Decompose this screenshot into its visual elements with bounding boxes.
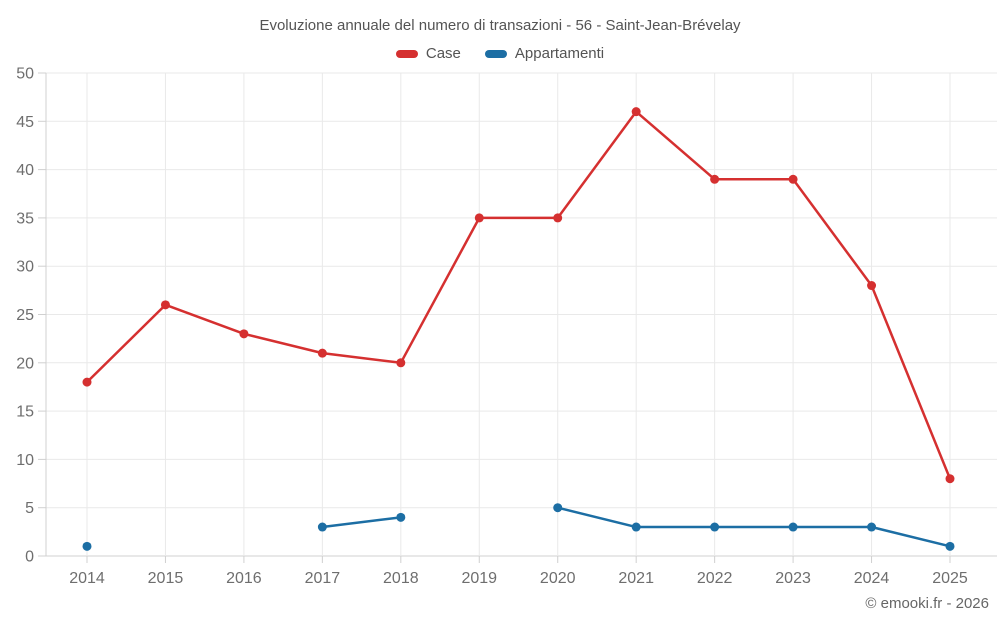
data-point[interactable] — [631, 107, 641, 117]
y-tick-label: 20 — [16, 355, 34, 372]
data-point[interactable] — [867, 281, 877, 291]
x-tick-label: 2019 — [461, 570, 497, 587]
x-tick-label: 2023 — [775, 570, 811, 587]
data-point[interactable] — [160, 300, 170, 310]
x-tick-label: 2021 — [618, 570, 654, 587]
series-line — [556, 506, 952, 548]
y-tick-label: 10 — [16, 452, 34, 469]
data-point[interactable] — [553, 503, 563, 513]
gridlines — [46, 72, 997, 557]
data-point[interactable] — [867, 522, 877, 532]
data-point[interactable] — [945, 541, 955, 551]
x-tick-label: 2014 — [69, 570, 105, 587]
y-tick-label: 50 — [16, 66, 34, 83]
case-legend-swatch-icon — [395, 49, 418, 58]
series-appartamenti — [82, 503, 955, 551]
x-tick-label: 2017 — [305, 570, 341, 587]
data-point[interactable] — [710, 522, 720, 532]
data-point[interactable] — [788, 174, 798, 184]
data-point[interactable] — [82, 377, 92, 387]
y-tick-label: 40 — [16, 162, 34, 179]
data-point[interactable] — [474, 213, 484, 223]
appartamenti-legend-swatch-icon — [484, 49, 507, 58]
y-tick-label: 30 — [16, 259, 34, 276]
y-tick-label: 15 — [16, 404, 34, 421]
data-point[interactable] — [788, 522, 798, 532]
data-point[interactable] — [396, 358, 406, 368]
x-tick-label: 2024 — [854, 570, 890, 587]
data-point[interactable] — [396, 512, 406, 522]
y-tick-label: 25 — [16, 307, 34, 324]
y-tick-label: 35 — [16, 210, 34, 227]
legend-label-case: Case — [425, 45, 461, 62]
legend-item-appartamenti[interactable]: Appartamenti — [484, 45, 605, 62]
legend-label-appartamenti: Appartamenti — [514, 45, 605, 62]
data-point[interactable] — [631, 522, 641, 532]
data-point[interactable] — [710, 174, 720, 184]
x-tick-label: 2015 — [148, 570, 184, 587]
x-tick-label: 2020 — [540, 570, 576, 587]
x-tick-label: 2025 — [932, 570, 968, 587]
y-tick-label: 45 — [16, 114, 34, 131]
chart-legend: Case Appartamenti — [0, 45, 1000, 62]
x-tick-label: 2022 — [697, 570, 733, 587]
legend-item-case[interactable]: Case — [395, 45, 461, 62]
data-point[interactable] — [239, 329, 249, 339]
y-tick-label: 5 — [25, 500, 34, 517]
x-tick-label: 2018 — [383, 570, 419, 587]
y-tick-label: 0 — [25, 549, 34, 566]
x-tick-label: 2016 — [226, 570, 262, 587]
chart-title: Evoluzione annuale del numero di transaz… — [259, 17, 741, 34]
series-line — [85, 110, 952, 480]
data-point[interactable] — [82, 541, 92, 551]
axes — [38, 72, 951, 563]
data-point[interactable] — [553, 213, 563, 223]
series-case — [82, 107, 955, 484]
series-line — [321, 516, 403, 529]
data-point[interactable] — [317, 522, 327, 532]
copyright-footer: © emooki.fr - 2026 — [865, 595, 989, 612]
data-point[interactable] — [945, 474, 955, 484]
data-point[interactable] — [317, 348, 327, 358]
